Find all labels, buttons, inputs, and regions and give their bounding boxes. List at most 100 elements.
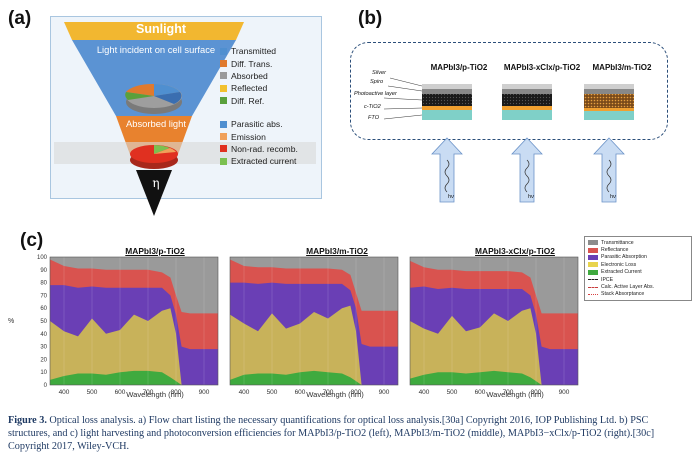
- y-tick-label: 30: [40, 345, 47, 351]
- plot-title-3: MAPbI3-xClx/p-TiO2: [475, 246, 555, 256]
- y-tick-label: 50: [40, 319, 47, 325]
- plot-1: 400 500 600 700 800 900 0 10 20 30 40 50 60 70 80 90 100: [37, 255, 219, 396]
- eta-symbol: η: [152, 176, 160, 190]
- stack-2: [502, 84, 552, 120]
- legend-item: Transmitted: [220, 45, 320, 57]
- x-axis-label-1: Wavelength (nm): [126, 390, 184, 399]
- plot-title-1: MAPbI3/p-TiO2: [125, 246, 185, 256]
- x-tick-label: 900: [199, 389, 210, 396]
- legend-item: Non-rad. recomb.: [220, 143, 320, 155]
- incident-light-region: [72, 40, 236, 116]
- series-area-extracted-current: [230, 370, 398, 385]
- caption-lead: Figure 3.: [8, 415, 47, 426]
- legend-item: Stack Absorptance: [588, 291, 688, 298]
- hv-label-2: hν: [528, 194, 534, 200]
- x-tick-label: 500: [267, 389, 278, 396]
- y-axis-label: %: [8, 318, 15, 325]
- y-tick-label: 80: [40, 281, 47, 287]
- absorbed-pie: [130, 145, 178, 169]
- stack-1: [422, 84, 472, 120]
- figure-caption: Figure 3. Optical loss analysis. a) Flow…: [8, 414, 692, 453]
- x-tick-label: 800: [171, 389, 182, 396]
- layer-label-silver: Silver: [372, 70, 386, 76]
- x-axis-label-2: Wavelength (nm): [306, 390, 364, 399]
- y-tick-label: 70: [40, 293, 47, 299]
- hv-label-1: hν: [448, 194, 454, 200]
- legend-item: Diff. Ref.: [220, 95, 320, 107]
- x-tick-label: 900: [379, 389, 390, 396]
- x-tick-label: 600: [115, 389, 126, 396]
- y-tick-label: 100: [37, 255, 48, 261]
- incident-pie: [125, 83, 182, 114]
- y-tick-label: 10: [40, 370, 47, 376]
- x-tick-label: 500: [87, 389, 98, 396]
- plot-title-2: MAPbI3/m-TiO2: [306, 246, 368, 256]
- y-tick-label: 40: [40, 332, 47, 338]
- efficiency-tip: [136, 170, 172, 216]
- panel-b-label: (b): [358, 8, 383, 29]
- x-tick-label: 700: [503, 389, 514, 396]
- panel-a-label: (a): [8, 8, 32, 29]
- structure-title-1: MAPbI3/p-TiO2: [430, 63, 488, 72]
- light-arrow-1: [431, 137, 463, 203]
- absorbed-light-label: Absorbed light: [126, 118, 186, 129]
- light-arrow-2: [511, 137, 543, 203]
- legend-item: Extracted Current: [588, 269, 688, 276]
- plot-frame: [49, 256, 219, 386]
- legend-item: Reflected: [220, 82, 320, 94]
- plot-2: 400 500 600 700 800 900: [229, 256, 399, 396]
- plot-legend: Transmittance Reflectance Parasitic Abso…: [584, 236, 692, 302]
- hv-label-3: hν: [610, 194, 616, 200]
- y-tick-label: 60: [40, 306, 47, 312]
- layer-label-spiro: Spiro: [370, 79, 384, 85]
- panel-c-label: (c): [20, 230, 44, 251]
- x-tick-label: 600: [295, 389, 306, 396]
- legend-absorbed: Parasitic abs. Emission Non-rad. recomb.…: [220, 118, 320, 168]
- legend-item: Emission: [220, 130, 320, 142]
- legend-item: Calc. Active Layer Abs.: [588, 283, 688, 290]
- x-tick-label: 900: [559, 389, 570, 396]
- light-arrows: [431, 137, 625, 203]
- plot-3: 400 500 600 700 800 900: [409, 256, 579, 396]
- y-tick-label: 20: [40, 357, 47, 363]
- incident-light-label: Light incident on cell surface: [96, 44, 216, 55]
- series-area-electronic-loss: [410, 308, 578, 385]
- legend-item: IPCE: [588, 276, 688, 283]
- x-tick-label: 700: [323, 389, 334, 396]
- y-tick-label: 90: [40, 268, 47, 274]
- flow-chart-funnel: [54, 22, 316, 216]
- legend-item: Parasitic Absorption: [588, 254, 688, 261]
- x-tick-label: 800: [531, 389, 542, 396]
- x-tick-label: 400: [239, 389, 250, 396]
- sunlight-band: [64, 22, 244, 40]
- x-tick-label: 400: [59, 389, 70, 396]
- x-tick-label: 600: [475, 389, 486, 396]
- stack-3: [584, 84, 634, 120]
- legend-item: Transmittance: [588, 239, 688, 246]
- plot-frame: [229, 256, 399, 386]
- light-arrow-3: [593, 137, 625, 203]
- legend-item: Absorbed: [220, 70, 320, 82]
- legend-item: Reflectance: [588, 246, 688, 253]
- plot-frame: [409, 256, 579, 386]
- series-area-extracted-current: [50, 370, 218, 385]
- legend-item: Parasitic abs.: [220, 118, 320, 130]
- series-area-electronic-loss: [230, 305, 398, 385]
- x-tick-label: 500: [447, 389, 458, 396]
- caption-text: Optical loss analysis. a) Flow chart lis…: [8, 415, 655, 452]
- series-area-extracted-current: [410, 370, 578, 385]
- layer-label-fto: FTO: [368, 115, 380, 121]
- y-tick-label: 0: [44, 383, 48, 389]
- x-tick-label: 800: [351, 389, 362, 396]
- series-area-electronic-loss: [50, 308, 218, 385]
- sunlight-title: Sunlight: [136, 22, 186, 36]
- x-axis-label-3: Wavelength (nm): [486, 390, 544, 399]
- legend-item: Diff. Trans.: [220, 57, 320, 69]
- legend-incident: Transmitted Diff. Trans. Absorbed Reflec…: [220, 45, 320, 107]
- device-stacks: [383, 77, 634, 120]
- legend-item: Electronic Loss: [588, 261, 688, 268]
- layer-label-photoactive: Photoactive layer: [354, 91, 397, 97]
- layer-label-ctio2: c-TiO2: [364, 104, 381, 110]
- spectral-plots: 400 500 600 700 800 900 0 10 20 30 40 50 60 70 80 90 100…: [37, 255, 579, 396]
- legend-item: Extracted current: [220, 155, 320, 167]
